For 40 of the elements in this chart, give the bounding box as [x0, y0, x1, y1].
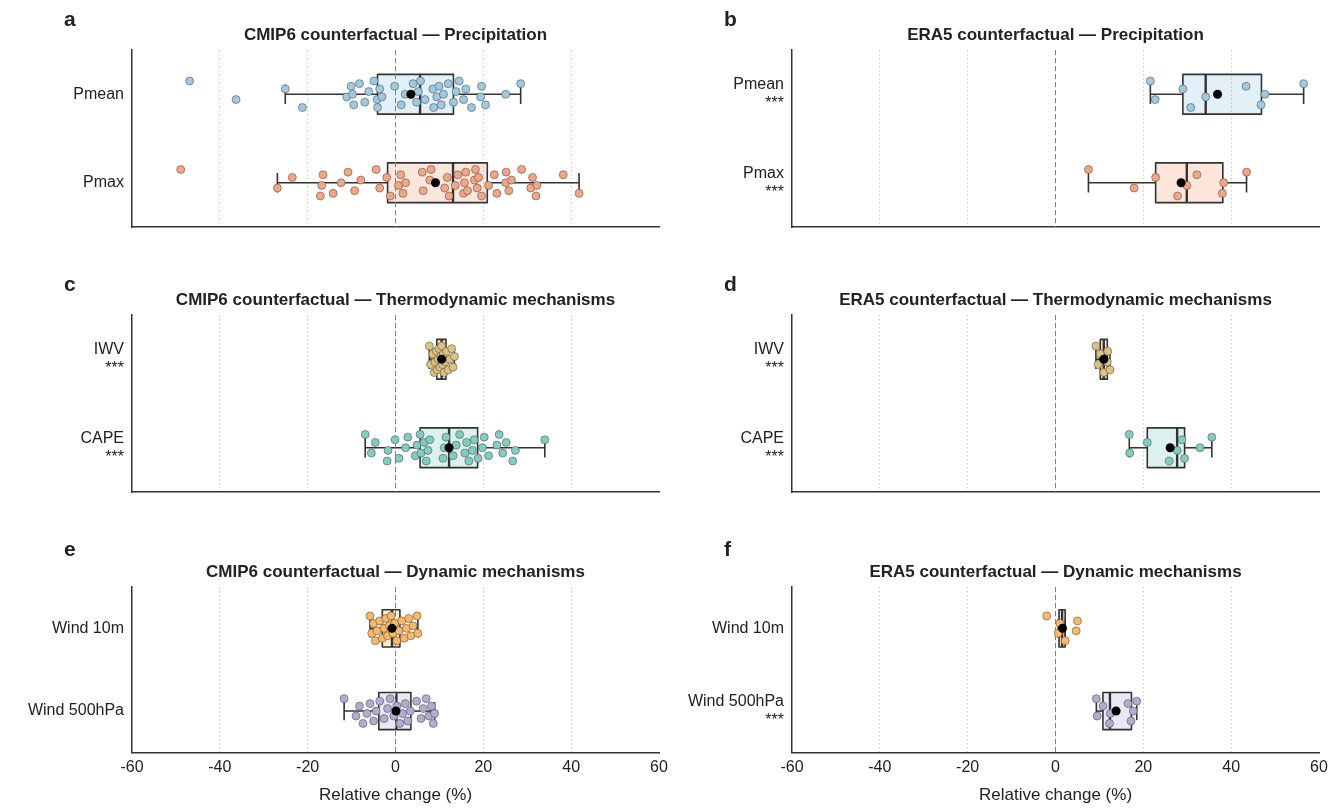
y-tick-label: Wind 500hPa ***	[687, 691, 785, 729]
text: b	[724, 7, 737, 31]
x-tick-label: -40	[868, 758, 892, 776]
chart-title: CMIP6 counterfactual — Thermodynamic mechanisms	[175, 290, 616, 309]
chart-title: CMIP6 counterfactual — Precipitation	[243, 25, 548, 44]
x-tick-label: 0	[391, 758, 401, 776]
y-tick-label: CAPE ***	[80, 428, 124, 465]
x-tick-label: 60	[650, 758, 668, 776]
x-axis-title: Relative change (%)	[978, 785, 1133, 805]
text: e	[64, 537, 76, 561]
y-tick-label: Pmean ***	[733, 75, 784, 112]
chart-title: ERA5 counterfactual — Dynamic mechanisms	[869, 562, 1242, 581]
y-tick-label: Pmean	[73, 84, 124, 102]
x-tick-label: 20	[474, 758, 493, 776]
text: d	[724, 272, 737, 296]
chart-title: CMIP6 counterfactual — Dynamic mechanisms	[206, 562, 585, 581]
x-tick-label: -60	[780, 758, 804, 776]
y-tick-label: IWV ***	[753, 340, 785, 377]
chart-title: ERA5 counterfactual — Thermodynamic mechanisms	[839, 290, 1272, 309]
y-tick-label: Wind 500hPa	[27, 701, 125, 719]
x-tick-label: 60	[1310, 758, 1328, 776]
text: f	[724, 537, 732, 561]
x-tick-label: 40	[562, 758, 581, 776]
y-tick-label: Wind 10m	[711, 618, 784, 636]
x-tick-label: -60	[120, 758, 144, 776]
x-tick-label: -20	[956, 758, 980, 776]
x-tick-label: 0	[1051, 758, 1061, 776]
x-tick-label: 40	[1222, 758, 1241, 776]
x-tick-label: 20	[1134, 758, 1153, 776]
x-tick-label: -40	[208, 758, 232, 776]
y-tick-label: CAPE ***	[740, 428, 784, 465]
chart-title: ERA5 counterfactual — Precipitation	[907, 25, 1204, 44]
text: c	[64, 272, 76, 296]
x-tick-label: -20	[296, 758, 320, 776]
y-tick-label: Wind 10m	[51, 618, 124, 636]
y-tick-label: IWV ***	[93, 340, 125, 377]
y-tick-label: Pmax ***	[743, 163, 784, 200]
y-tick-label: Pmax	[83, 173, 124, 191]
x-axis-title: Relative change (%)	[318, 785, 473, 805]
text: a	[64, 7, 76, 31]
